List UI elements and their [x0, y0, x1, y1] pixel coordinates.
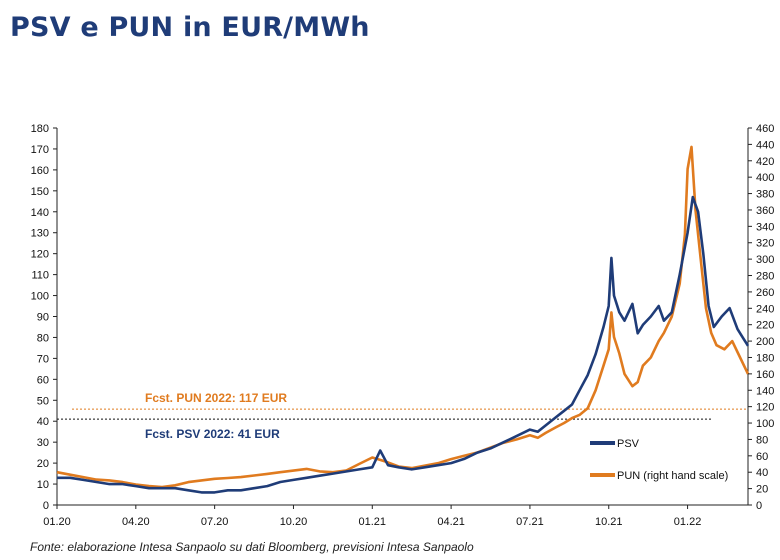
- x-tick-label: 07.21: [516, 516, 544, 528]
- page-title: PSV e PUN in EUR/MWh: [10, 12, 370, 43]
- left-tick-label: 50: [37, 395, 49, 407]
- plot-frame: [56, 128, 749, 506]
- left-tick-label: 180: [31, 123, 49, 135]
- series-layer: [56, 145, 750, 494]
- left-tick-label: 10: [37, 479, 49, 491]
- right-tick-label: 60: [756, 451, 768, 463]
- pun-forecast-label: Fcst. PUN 2022: 117 EUR: [145, 391, 287, 405]
- left-tick-label: 90: [37, 312, 49, 324]
- right-tick-label: 460: [756, 123, 774, 135]
- right-tick-label: 260: [756, 287, 774, 299]
- right-tick-label: 280: [756, 271, 774, 283]
- left-tick-label: 40: [37, 416, 49, 428]
- left-tick-label: 70: [37, 353, 49, 365]
- left-tick-label: 20: [37, 458, 49, 470]
- right-tick-label: 300: [756, 254, 774, 266]
- right-tick-label: 0: [756, 500, 762, 512]
- right-tick-label: 440: [756, 139, 774, 151]
- right-tick-label: 220: [756, 320, 774, 332]
- x-tick-label: 10.21: [595, 516, 623, 528]
- right-tick-label: 200: [756, 336, 774, 348]
- right-tick-label: 400: [756, 172, 774, 184]
- left-tick-label: 100: [31, 291, 49, 303]
- x-tick-label: 01.22: [674, 516, 702, 528]
- left-tick-label: 160: [31, 165, 49, 177]
- left-tick-label: 0: [43, 500, 49, 512]
- left-tick-label: 110: [31, 270, 49, 282]
- x-tick-label: 04.21: [437, 516, 465, 528]
- x-tick-label: 01.20: [43, 516, 71, 528]
- right-tick-label: 40: [756, 467, 768, 479]
- source-note: Fonte: elaborazione Intesa Sanpaolo su d…: [30, 540, 474, 554]
- left-tick-label: 130: [31, 228, 49, 240]
- legend-psv-label: PSV: [617, 438, 640, 450]
- right-tick-label: 120: [756, 402, 774, 414]
- psv-forecast-label: Fcst. PSV 2022: 41 EUR: [145, 427, 280, 441]
- right-tick-label: 320: [756, 238, 774, 250]
- right-tick-label: 380: [756, 189, 774, 201]
- right-tick-label: 340: [756, 221, 774, 233]
- left-tick-label: 170: [31, 144, 49, 156]
- right-tick-label: 100: [756, 418, 774, 430]
- left-tick-label: 150: [31, 186, 49, 198]
- forecast-lines: [57, 408, 746, 420]
- left-axis: 0 10 20 30 40 50 60 70 80 90 100 110 120 130 140 150 160…: [31, 123, 57, 512]
- psv-series-line: [57, 195, 750, 494]
- legend: PSV PUN (right hand scale): [590, 438, 728, 482]
- right-tick-label: 80: [756, 434, 768, 446]
- left-tick-label: 30: [37, 437, 49, 449]
- legend-pun-label: PUN (right hand scale): [617, 470, 728, 482]
- left-tick-label: 140: [31, 207, 49, 219]
- right-tick-label: 180: [756, 352, 774, 364]
- x-axis: 01.20 04.20 07.20 10.20 01.21 04.21 07.21 10.21…: [43, 505, 701, 528]
- x-tick-label: 10.20: [280, 516, 308, 528]
- right-tick-label: 140: [756, 385, 774, 397]
- right-tick-label: 420: [756, 156, 774, 168]
- right-tick-label: 240: [756, 303, 774, 315]
- right-tick-label: 20: [756, 484, 768, 496]
- x-tick-label: 07.20: [201, 516, 229, 528]
- left-tick-label: 120: [31, 249, 49, 261]
- right-tick-label: 360: [756, 205, 774, 217]
- chart: 0 10 20 30 40 50 60 70 80 90 100 110 120 130 140 150 160…: [31, 123, 775, 528]
- right-tick-label: 160: [756, 369, 774, 381]
- right-axis: 0 20 40 60 80 100 120 140 160 180 200 220 240 260 280 3…: [748, 123, 774, 512]
- left-tick-label: 60: [37, 374, 49, 386]
- x-tick-label: 01.21: [359, 516, 387, 528]
- left-tick-label: 80: [37, 332, 49, 344]
- x-tick-label: 04.20: [122, 516, 150, 528]
